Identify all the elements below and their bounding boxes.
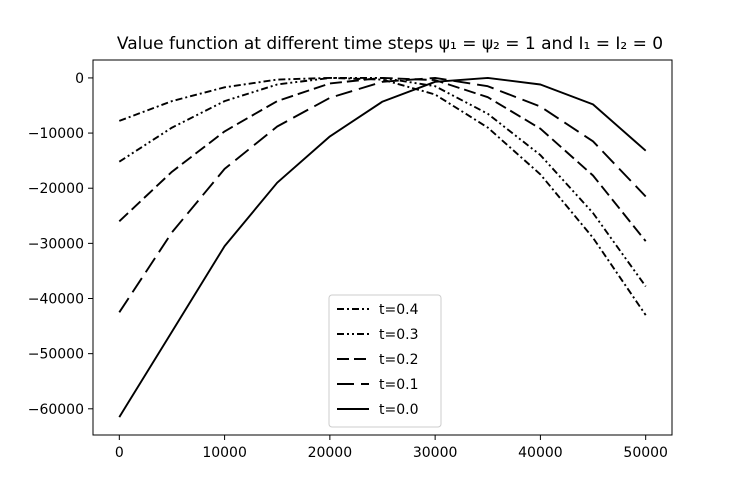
legend: t=0.4 t=0.3 t=0.2 t=0.1 t=0.0 — [328, 294, 442, 428]
x-axis: 0 10000 20000 30000 40000 50000 — [115, 435, 668, 461]
plot-area — [118, 76, 647, 418]
y-tick-label: −20000 — [28, 181, 84, 197]
chart-title: Value function at different time steps ψ… — [117, 34, 663, 54]
y-tick-label: −40000 — [28, 292, 84, 308]
x-tick-label: 30000 — [413, 445, 458, 461]
x-tick-label: 10000 — [202, 445, 247, 461]
y-tick-label: −30000 — [28, 236, 84, 252]
axes-frame — [92, 59, 673, 436]
series-line-t-0-4 — [118, 76, 647, 316]
legend-box — [328, 294, 442, 428]
x-tick-label: 20000 — [308, 445, 353, 461]
x-tick-label: 0 — [115, 445, 124, 461]
legend-label: t=0.1 — [379, 377, 418, 393]
y-tick-label: −10000 — [28, 126, 84, 142]
x-tick-label: 50000 — [623, 445, 668, 461]
y-axis: 0 −10000 −20000 −30000 −40000 −50000 −60000 — [28, 71, 93, 418]
y-tick-label: 0 — [75, 71, 84, 87]
legend-label: t=0.3 — [379, 327, 418, 343]
legend-label: t=0.0 — [379, 402, 418, 418]
series-line-t-0-3 — [118, 76, 647, 287]
x-tick-label: 40000 — [518, 445, 563, 461]
legend-label: t=0.2 — [379, 352, 418, 368]
series-line-t-0-2 — [118, 76, 647, 242]
legend-label: t=0.4 — [379, 302, 419, 318]
y-tick-label: −60000 — [28, 402, 84, 418]
y-tick-label: −50000 — [28, 347, 84, 363]
series-line-t-0-1 — [118, 76, 647, 313]
series-line-t-0-0 — [118, 76, 647, 418]
